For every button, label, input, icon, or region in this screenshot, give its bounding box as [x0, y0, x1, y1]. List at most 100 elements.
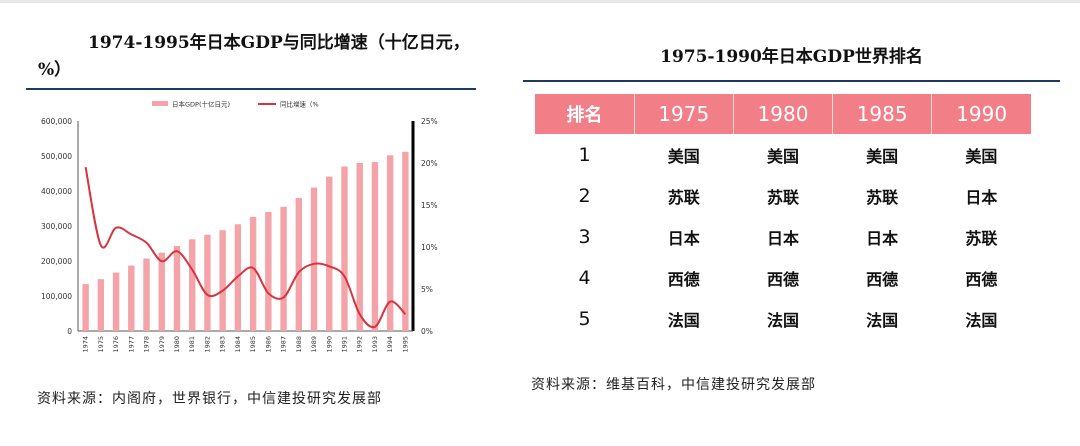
y-left-tick-label: 400,000 — [41, 187, 72, 196]
header-cell-1985: 1985 — [832, 94, 932, 134]
gdp-bar — [280, 206, 287, 331]
gdp-bar — [341, 166, 348, 331]
table-row: 3 日本 日本 日本 苏联 — [535, 216, 1031, 257]
gdp-bar — [371, 161, 379, 331]
x-tick-label: 1991 — [340, 336, 348, 353]
country-cell: 西德 — [667, 269, 700, 289]
header-cell-1975: 1975 — [633, 94, 734, 134]
header-cell-rank: 排名 — [535, 94, 635, 134]
chart-title-line2: %） — [38, 60, 72, 80]
country-cell: 法国 — [866, 310, 899, 330]
gdp-bar — [82, 284, 89, 331]
rank-cell: 2 — [578, 184, 591, 207]
y-left-tick-label: 300,000 — [41, 222, 72, 231]
y-left-tick-label: 500,000 — [41, 152, 72, 161]
left-title-rule — [26, 88, 476, 90]
gdp-growth-chart: 0 100,000 200,000 300,000 400,000 500,000 600,… — [41, 100, 438, 353]
gdp-bar — [143, 258, 150, 331]
rank-cell: 1 — [578, 143, 591, 166]
header-cell-1990: 1990 — [931, 94, 1031, 134]
chart-title: 1974-1995年日本GDP与同比增速（十亿日元， %） — [38, 30, 478, 84]
country-cell: 法国 — [965, 310, 998, 330]
gdp-bar — [265, 212, 272, 331]
x-tick-label: 1974 — [82, 336, 90, 353]
gdp-bar — [249, 216, 257, 331]
gdp-bar — [402, 151, 409, 331]
gdp-bar — [112, 272, 120, 331]
y-left-tick-label: 200,000 — [41, 257, 72, 266]
left-source-note: 资料来源：内阁府，世界银行，中信建投研究发展部 — [37, 391, 382, 407]
table-row: 4 西德 西德 西德 西德 — [535, 257, 1031, 298]
x-tick-label: 1982 — [203, 336, 211, 353]
y-right-tick-label: 15% — [421, 201, 438, 210]
x-tick-label: 1981 — [188, 336, 196, 353]
y-right-tick-label: 5% — [421, 285, 433, 294]
gdp-bar — [219, 230, 226, 331]
growth-rate-line — [84, 167, 407, 329]
x-tick-label: 1986 — [264, 336, 272, 353]
x-tick-label: 1980 — [173, 336, 181, 353]
country-cell: 苏联 — [766, 187, 799, 207]
gdp-bar — [173, 245, 181, 331]
y-right-tick-label: 0% — [421, 327, 433, 336]
country-cell: 西德 — [766, 269, 799, 289]
table-row: 1 美国 美国 美国 美国 — [535, 134, 1031, 175]
x-tick-label: 1992 — [356, 336, 364, 353]
chart-title-line1: 1974-1995年日本GDP与同比增速（十亿日元， — [88, 33, 470, 53]
gdp-bar — [356, 163, 363, 331]
top-border — [0, 0, 1080, 3]
rank-cell: 4 — [578, 266, 591, 289]
country-cell: 日本 — [866, 228, 899, 248]
right-source-note: 资料来源：维基百科，中信建投研究发展部 — [531, 377, 816, 393]
x-tick-label: 1985 — [249, 336, 257, 353]
country-cell: 美国 — [965, 146, 998, 166]
y-right-tick-label: 10% — [421, 243, 438, 252]
x-tick-label: 1978 — [143, 336, 151, 353]
x-tick-label: 1975 — [97, 336, 105, 353]
table-row: 2 苏联 苏联 苏联 日本 — [535, 175, 1031, 216]
gdp-bar — [386, 155, 394, 331]
gdp-bar — [295, 198, 302, 331]
x-tick-label: 1990 — [325, 336, 333, 353]
gdp-bar — [97, 279, 105, 331]
x-tick-label: 1994 — [386, 336, 394, 353]
x-tick-label: 1984 — [234, 336, 242, 353]
x-tick-label: 1993 — [371, 336, 379, 353]
table-row: 5 法国 法国 法国 法国 — [535, 298, 1031, 339]
country-cell: 法国 — [667, 310, 700, 330]
gdp-bar — [204, 234, 211, 331]
country-cell: 日本 — [965, 187, 998, 207]
country-cell: 苏联 — [667, 187, 700, 207]
right-title-rule — [523, 80, 1060, 82]
gdp-ranking-table: 排名 1975 1980 1985 1990 1 美国 美国 美国 美国 2 苏… — [535, 94, 1031, 339]
country-cell: 美国 — [866, 146, 899, 166]
country-cell: 美国 — [766, 146, 799, 166]
x-tick-label: 1995 — [401, 336, 409, 353]
country-cell: 日本 — [766, 228, 799, 248]
y-right-tick-label: 20% — [421, 159, 438, 168]
rank-cell: 5 — [578, 307, 591, 330]
gdp-bar — [158, 252, 165, 331]
rank-cell: 3 — [578, 225, 591, 248]
x-tick-label: 1989 — [310, 336, 318, 353]
country-cell: 西德 — [965, 269, 998, 289]
legend-bar-label: 日本GDP(十亿日元) — [172, 100, 230, 109]
x-tick-label: 1976 — [112, 336, 120, 353]
country-cell: 苏联 — [866, 187, 899, 207]
y-right-tick-label: 25% — [421, 117, 438, 126]
country-cell: 法国 — [766, 310, 799, 330]
country-cell: 西德 — [866, 269, 899, 289]
y-left-tick-label: 0 — [67, 327, 72, 336]
x-tick-label: 1979 — [158, 336, 166, 353]
x-tick-label: 1977 — [127, 336, 135, 353]
x-tick-label: 1988 — [295, 336, 303, 353]
gdp-bar — [128, 265, 135, 331]
gdp-bar — [310, 187, 318, 331]
ranking-title: 1975-1990年日本GDP世界排名 — [660, 47, 923, 67]
y-left-tick-label: 600,000 — [41, 117, 72, 126]
x-tick-label: 1983 — [219, 336, 227, 353]
legend-line-label: 同比增速（% — [280, 100, 319, 109]
gdp-bar — [326, 176, 333, 331]
country-cell: 日本 — [667, 228, 700, 248]
y-left-tick-label: 100,000 — [41, 292, 72, 301]
